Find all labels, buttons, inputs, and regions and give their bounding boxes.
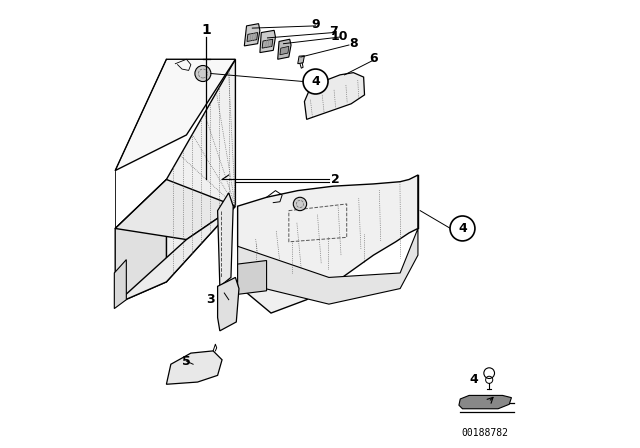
Polygon shape bbox=[298, 56, 305, 64]
Polygon shape bbox=[305, 73, 365, 119]
Text: 4: 4 bbox=[469, 373, 478, 386]
Text: 00188782: 00188782 bbox=[461, 428, 508, 438]
Text: 10: 10 bbox=[330, 30, 348, 43]
Text: 1: 1 bbox=[202, 23, 211, 37]
Circle shape bbox=[195, 65, 211, 82]
Polygon shape bbox=[115, 59, 236, 171]
Polygon shape bbox=[262, 39, 273, 48]
Polygon shape bbox=[237, 228, 418, 304]
Polygon shape bbox=[218, 193, 233, 286]
Text: 3: 3 bbox=[207, 293, 215, 306]
Polygon shape bbox=[280, 46, 289, 55]
Polygon shape bbox=[260, 30, 275, 52]
Polygon shape bbox=[115, 260, 126, 309]
Polygon shape bbox=[244, 24, 260, 46]
Text: 7: 7 bbox=[329, 25, 338, 38]
Circle shape bbox=[450, 216, 475, 241]
Polygon shape bbox=[278, 39, 291, 59]
Polygon shape bbox=[459, 396, 511, 409]
Polygon shape bbox=[115, 180, 166, 304]
Text: 8: 8 bbox=[349, 37, 358, 50]
Text: 4: 4 bbox=[458, 222, 467, 235]
Polygon shape bbox=[237, 260, 267, 294]
Text: 5: 5 bbox=[182, 355, 191, 368]
Polygon shape bbox=[166, 351, 222, 384]
Circle shape bbox=[303, 69, 328, 94]
Polygon shape bbox=[237, 175, 418, 313]
Text: 2: 2 bbox=[332, 173, 340, 186]
Text: 9: 9 bbox=[311, 18, 320, 31]
Circle shape bbox=[293, 197, 307, 211]
Polygon shape bbox=[115, 206, 236, 304]
Polygon shape bbox=[247, 33, 258, 42]
Polygon shape bbox=[166, 59, 236, 282]
Polygon shape bbox=[218, 277, 239, 331]
Text: 6: 6 bbox=[369, 52, 378, 65]
Text: 4: 4 bbox=[311, 75, 320, 88]
Polygon shape bbox=[115, 180, 236, 240]
